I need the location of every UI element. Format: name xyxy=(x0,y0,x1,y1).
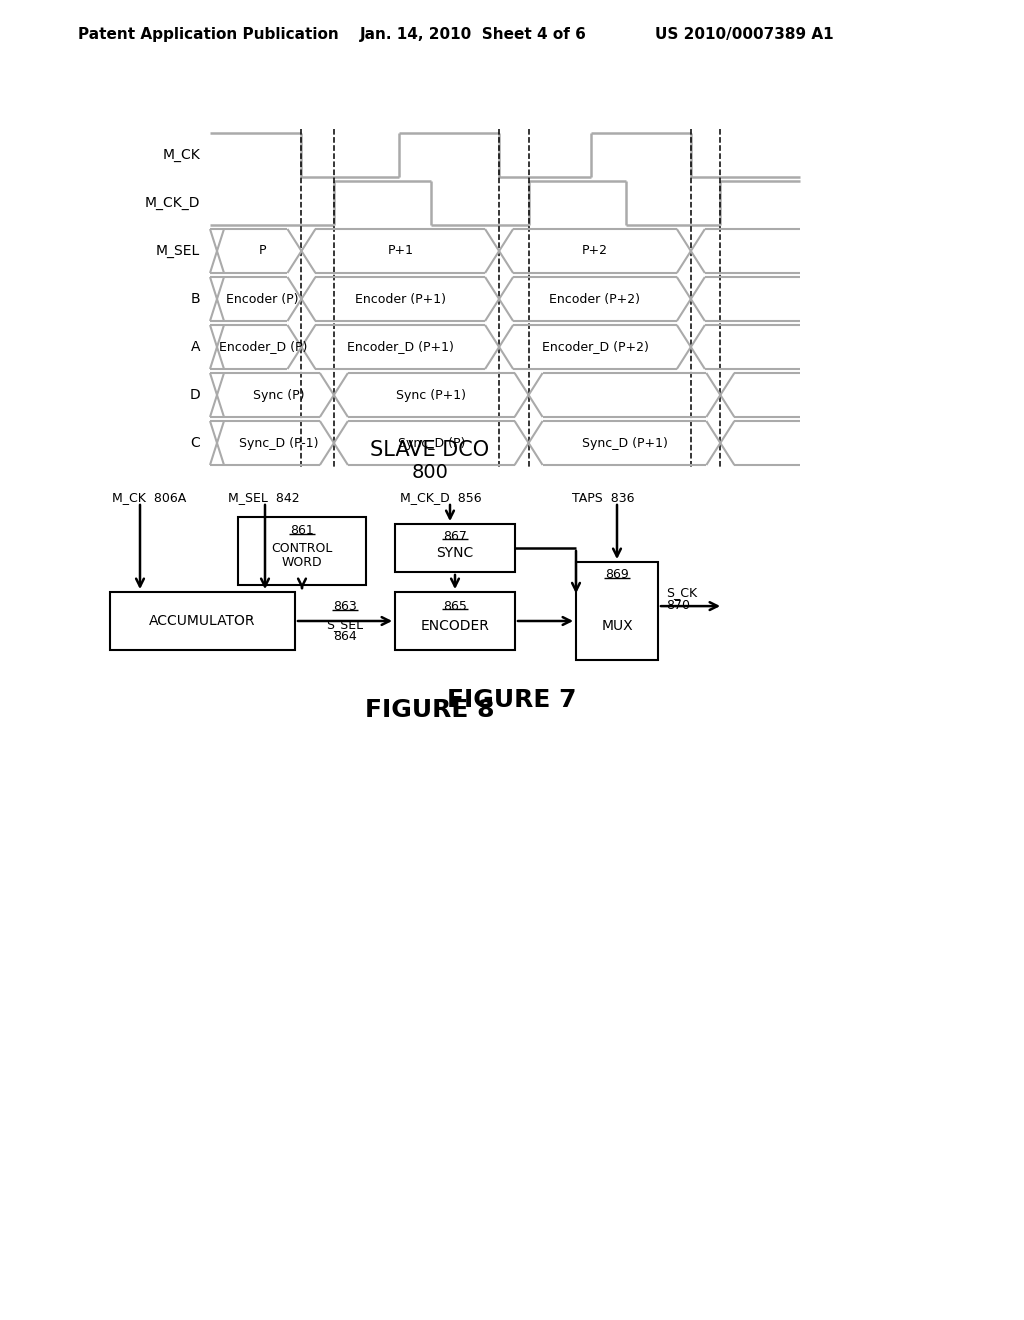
Text: TAPS  836: TAPS 836 xyxy=(572,491,635,504)
Text: US 2010/0007389 A1: US 2010/0007389 A1 xyxy=(655,28,834,42)
Text: ENCODER: ENCODER xyxy=(421,619,489,634)
Text: 863: 863 xyxy=(333,601,357,614)
Text: M_SEL  842: M_SEL 842 xyxy=(228,491,300,504)
Text: MUX: MUX xyxy=(601,619,633,632)
Text: Encoder_D (P+2): Encoder_D (P+2) xyxy=(542,341,648,354)
Text: P: P xyxy=(259,244,266,257)
Text: 870: 870 xyxy=(666,598,690,611)
Text: Sync (P): Sync (P) xyxy=(253,388,305,401)
Text: 867: 867 xyxy=(443,529,467,543)
Text: M_CK: M_CK xyxy=(162,148,200,162)
Text: Encoder (P+2): Encoder (P+2) xyxy=(550,293,640,305)
Text: Sync_D (P): Sync_D (P) xyxy=(397,437,465,450)
Text: D: D xyxy=(189,388,200,403)
Text: Encoder_D (P): Encoder_D (P) xyxy=(218,341,307,354)
Text: 864: 864 xyxy=(333,631,357,644)
Bar xyxy=(110,591,295,649)
Text: B: B xyxy=(190,292,200,306)
Text: Encoder_D (P+1): Encoder_D (P+1) xyxy=(347,341,454,354)
Text: SYNC: SYNC xyxy=(436,546,474,560)
Text: M_SEL: M_SEL xyxy=(156,244,200,257)
Text: 861: 861 xyxy=(290,524,314,537)
Text: FIGURE 7: FIGURE 7 xyxy=(447,688,577,711)
Text: M_CK_D  856: M_CK_D 856 xyxy=(400,491,481,504)
Text: P+1: P+1 xyxy=(387,244,414,257)
Bar xyxy=(395,591,515,649)
Text: M_CK_D: M_CK_D xyxy=(144,195,200,210)
Text: 865: 865 xyxy=(443,599,467,612)
Bar xyxy=(395,524,515,572)
Text: Sync_D (P+1): Sync_D (P+1) xyxy=(582,437,668,450)
Text: S_CK: S_CK xyxy=(666,586,697,598)
Bar xyxy=(575,562,658,660)
Text: 800: 800 xyxy=(412,463,449,483)
Text: P+2: P+2 xyxy=(582,244,608,257)
Text: S_SEL: S_SEL xyxy=(327,619,364,631)
Text: Encoder (P): Encoder (P) xyxy=(226,293,299,305)
Text: Sync_D (P-1): Sync_D (P-1) xyxy=(240,437,318,450)
Text: Encoder (P+1): Encoder (P+1) xyxy=(354,293,445,305)
Text: CONTROL: CONTROL xyxy=(271,543,333,556)
Text: Patent Application Publication: Patent Application Publication xyxy=(78,28,339,42)
Text: M_CK  806A: M_CK 806A xyxy=(112,491,186,504)
Text: SLAVE DCO: SLAVE DCO xyxy=(371,440,489,459)
Text: Jan. 14, 2010  Sheet 4 of 6: Jan. 14, 2010 Sheet 4 of 6 xyxy=(360,28,587,42)
Text: 869: 869 xyxy=(605,569,629,582)
Text: FIGURE 8: FIGURE 8 xyxy=(366,698,495,722)
Text: WORD: WORD xyxy=(282,556,323,569)
Text: Sync (P+1): Sync (P+1) xyxy=(396,388,466,401)
Bar xyxy=(238,517,366,585)
Text: C: C xyxy=(190,436,200,450)
Text: A: A xyxy=(190,341,200,354)
Text: ACCUMULATOR: ACCUMULATOR xyxy=(150,614,256,628)
